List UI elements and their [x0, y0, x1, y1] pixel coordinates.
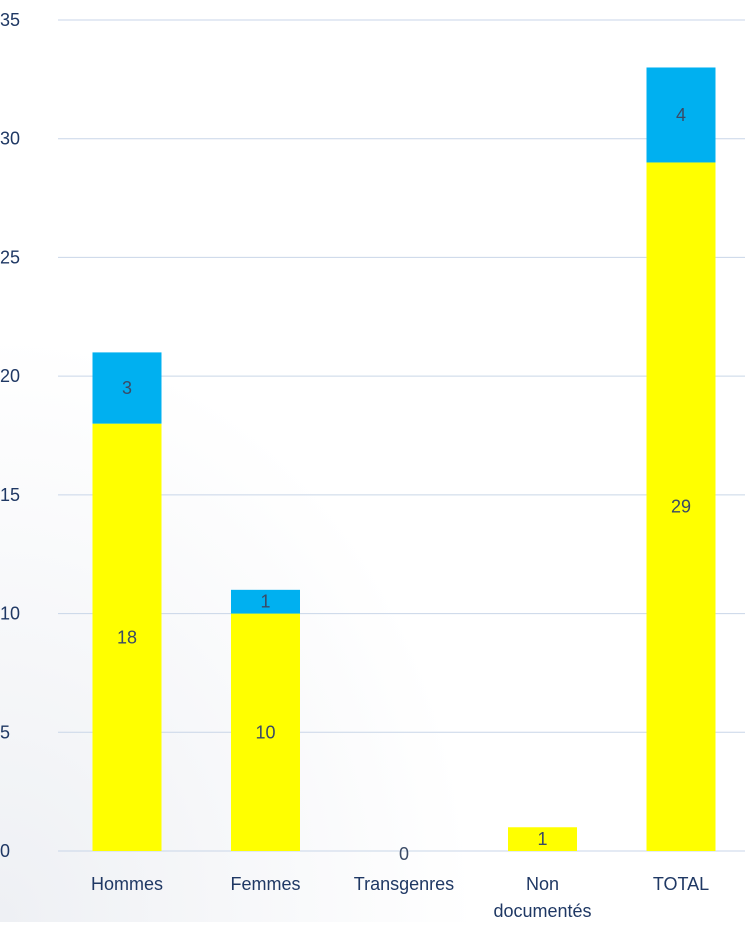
x-axis-category-labels: Hommes Femmes Transgenres Non documentés TOTA…: [91, 874, 709, 921]
y-tick-label: 0: [0, 841, 10, 861]
data-label: 10: [255, 722, 275, 742]
y-tick-label: 10: [0, 604, 20, 624]
bar-segment-series2: [231, 589, 300, 614]
x-category-label: Hommes: [91, 874, 163, 894]
x-category-label: Femmes: [230, 874, 300, 894]
bar-segment-series1: [646, 162, 716, 851]
data-label: 4: [676, 105, 686, 125]
data-label: 29: [671, 497, 691, 517]
data-label: 3: [122, 378, 132, 398]
x-category-label: Transgenres: [354, 874, 454, 894]
x-category-label: Non: [526, 874, 559, 894]
data-label-zero: 0: [399, 844, 409, 864]
y-tick-label: 20: [0, 366, 20, 386]
data-labels: 18 3 10 1 1 29 4 0: [117, 105, 691, 864]
bar-segment-series1: [92, 423, 162, 851]
gridlines: [58, 19, 745, 852]
bar-segment-series2: [646, 67, 716, 163]
x-category-label: documentés: [493, 901, 591, 921]
y-tick-label: 25: [0, 247, 20, 267]
bar-segment-series1: [508, 827, 577, 851]
bar-segment-series2: [92, 352, 162, 424]
y-tick-label: 15: [0, 485, 20, 505]
data-label: 1: [537, 829, 547, 849]
y-axis-tick-labels: 0 5 10 15 20 25 30 35: [0, 10, 20, 861]
bars: [92, 67, 716, 851]
y-tick-label: 5: [0, 722, 10, 742]
y-tick-label: 30: [0, 129, 20, 149]
x-category-label: TOTAL: [653, 874, 709, 894]
y-tick-label: 35: [0, 10, 20, 30]
bar-segment-series1: [231, 613, 300, 851]
data-label: 18: [117, 627, 137, 647]
data-label: 1: [260, 592, 270, 612]
